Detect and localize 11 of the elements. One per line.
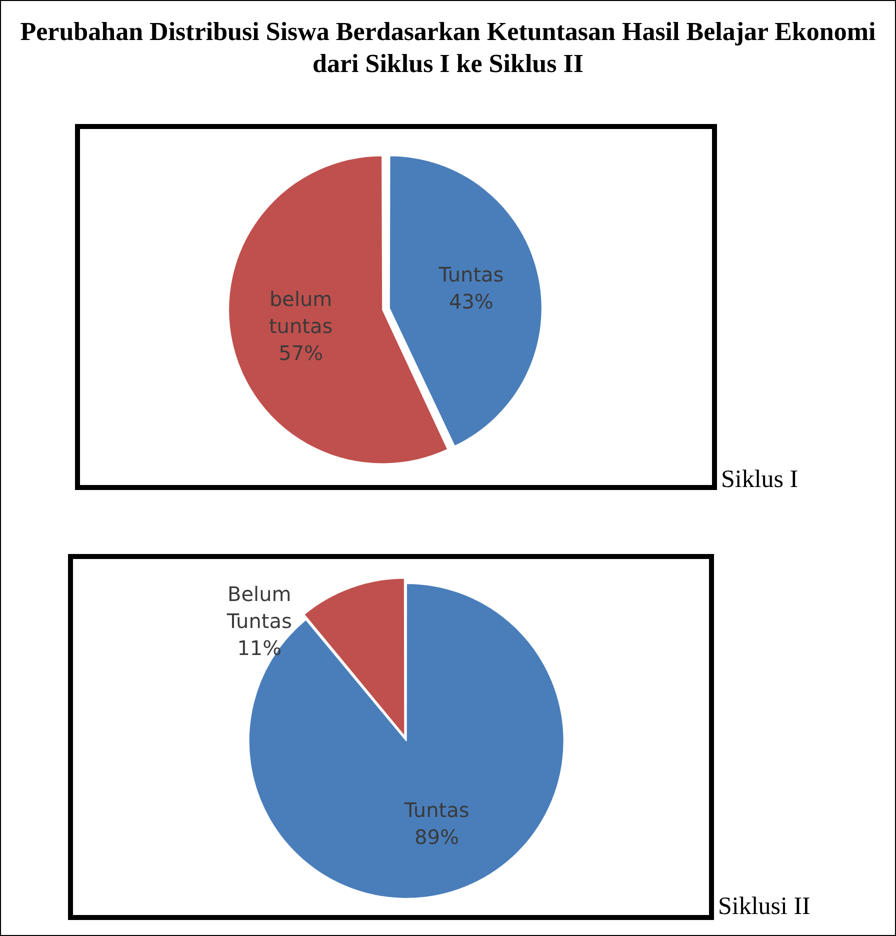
chart-title: Perubahan Distribusi Siswa Berdasarkan Ketuntasan Hasil Belajar Ekonomi dari Siklus I ke Siklus II — [20, 16, 876, 80]
slice-label: Tuntas — [403, 798, 470, 822]
text: Siklusi II — [718, 893, 810, 921]
text: Siklus I — [721, 466, 798, 494]
data-label: 89% — [414, 825, 459, 850]
slice-label: Tuntas — [438, 262, 504, 287]
data-label: 43% — [448, 290, 494, 314]
data-label: 57% — [278, 341, 324, 366]
slice-label: Belum Tuntas — [226, 582, 292, 633]
data-label: 11% — [237, 636, 282, 660]
slice-label: belum tuntas — [268, 287, 333, 338]
